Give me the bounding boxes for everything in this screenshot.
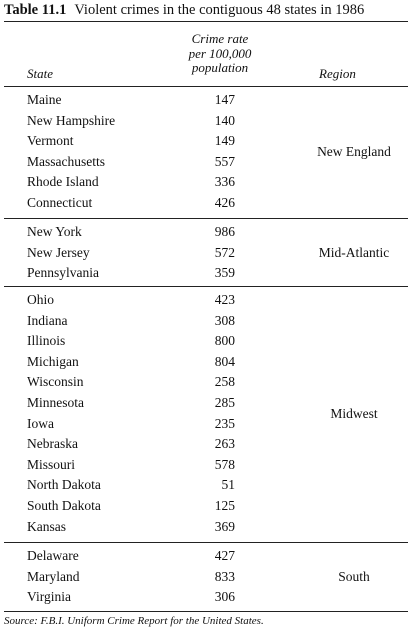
state-name-cell: Wisconsin bbox=[27, 374, 84, 390]
crime-rate-cell: 140 bbox=[214, 112, 235, 128]
table-row: Maine 147 bbox=[0, 92, 412, 113]
table-row: Connecticut 426 bbox=[0, 195, 412, 216]
crime-rate-cell: 125 bbox=[214, 498, 235, 513]
state-name-cell: New Hampshire bbox=[27, 112, 116, 128]
state-name-cell: Missouri bbox=[27, 456, 76, 472]
state-name-cell: Ohio bbox=[27, 292, 54, 307]
crime-rate-cell: 800 bbox=[214, 333, 235, 349]
state-name-cell: Vermont bbox=[27, 133, 74, 149]
state-name-cell: New Jersey bbox=[27, 244, 90, 260]
table-row: Massachusetts 557 bbox=[0, 154, 412, 175]
crime-rate-cell: 306 bbox=[214, 589, 235, 605]
table-row: Wisconsin 258 bbox=[0, 374, 412, 395]
state-name-cell: North Dakota bbox=[27, 477, 101, 493]
table-row: Illinois 800 bbox=[0, 333, 412, 354]
table-row: Ohio 423 bbox=[0, 292, 412, 313]
region-cell: South bbox=[338, 568, 370, 584]
table-row: Vermont 149 bbox=[0, 133, 412, 154]
table-row: Rhode Island 336 bbox=[0, 174, 412, 195]
table-title: Violent crimes in the contiguous 48 stat… bbox=[74, 2, 365, 18]
crime-rate-cell: 285 bbox=[214, 395, 235, 410]
crime-rate-cell: 423 bbox=[214, 292, 235, 307]
table-row: Maryland 833 bbox=[0, 569, 412, 590]
table-row: Iowa 235 bbox=[0, 416, 412, 437]
crime-rate-cell: 578 bbox=[214, 456, 235, 472]
table-row: Delaware 427 bbox=[0, 548, 412, 569]
table-row: Indiana 308 bbox=[0, 313, 412, 334]
crime-rate-cell: 426 bbox=[214, 195, 235, 210]
table-row: New York 986 bbox=[0, 224, 412, 245]
region-cell: New England bbox=[317, 143, 391, 159]
state-name-cell: Connecticut bbox=[27, 195, 93, 210]
table-row: Pennsylvania 359 bbox=[0, 265, 412, 286]
column-header-region: Region bbox=[319, 66, 356, 81]
state-name-cell: Rhode Island bbox=[27, 174, 99, 190]
crime-rate-cell: 572 bbox=[214, 244, 235, 260]
group-separator-rule bbox=[4, 542, 408, 543]
crime-rate-cell: 147 bbox=[214, 92, 235, 107]
column-header-state: State bbox=[27, 66, 53, 81]
table-row: Missouri 578 bbox=[0, 457, 412, 478]
crime-rate-cell: 986 bbox=[214, 224, 235, 239]
state-name-cell: Maryland bbox=[27, 568, 80, 584]
region-cell: Mid-Atlantic bbox=[318, 244, 390, 260]
table-row: Michigan 804 bbox=[0, 354, 412, 375]
crime-rate-cell: 258 bbox=[214, 374, 235, 390]
state-name-cell: Virginia bbox=[27, 589, 71, 605]
crime-rate-cell: 369 bbox=[214, 518, 235, 534]
state-name-cell: Pennsylvania bbox=[27, 265, 99, 281]
table-number: Table 11.1 bbox=[4, 2, 67, 18]
table-row: Kansas 369 bbox=[0, 519, 412, 540]
state-name-cell: New York bbox=[27, 224, 82, 239]
crime-rate-header-line-2: per 100,000 bbox=[188, 45, 252, 61]
source-note: Source: F.B.I. Uniform Crime Report for … bbox=[4, 615, 264, 627]
top-rule bbox=[4, 21, 408, 22]
crime-rate-cell: 235 bbox=[214, 415, 235, 431]
state-name-cell: Iowa bbox=[27, 415, 54, 431]
crime-rate-header-line-1: Crime rate bbox=[191, 31, 249, 46]
crime-rate-header-line-3: population bbox=[191, 60, 249, 75]
crime-rate-cell: 833 bbox=[214, 568, 235, 584]
table-row: New Hampshire 140 bbox=[0, 113, 412, 134]
region-cell: Midwest bbox=[330, 405, 378, 421]
crime-rate-cell: 308 bbox=[214, 312, 235, 328]
state-name-cell: Indiana bbox=[27, 312, 68, 328]
state-name-cell: Michigan bbox=[27, 353, 79, 369]
crime-rate-cell: 336 bbox=[214, 174, 235, 190]
crime-rate-cell: 359 bbox=[214, 265, 235, 281]
state-name-cell: Illinois bbox=[27, 333, 66, 349]
group-separator-rule bbox=[4, 218, 408, 219]
table-row: Nebraska 263 bbox=[0, 436, 412, 457]
table-row: North Dakota 51 bbox=[0, 477, 412, 498]
table-row: Minnesota 285 bbox=[0, 395, 412, 416]
state-name-cell: South Dakota bbox=[27, 498, 101, 513]
table-caption: Table 11.1 Violent crimes in the contiguo… bbox=[4, 2, 364, 19]
table-row: New Jersey 572 bbox=[0, 245, 412, 266]
group-separator-rule bbox=[4, 286, 408, 287]
crime-rate-cell: 427 bbox=[214, 548, 235, 563]
header-rule bbox=[4, 86, 408, 87]
state-name-cell: Minnesota bbox=[27, 395, 84, 410]
crime-rate-cell: 51 bbox=[221, 477, 236, 493]
state-name-cell: Delaware bbox=[27, 548, 79, 563]
state-name-cell: Maine bbox=[27, 92, 62, 107]
column-header-crime-rate: Crime rate per 100,000 population bbox=[180, 31, 260, 76]
state-name-cell: Massachusetts bbox=[27, 153, 105, 169]
crime-rate-cell: 557 bbox=[214, 153, 235, 169]
table-row: Virginia 306 bbox=[0, 589, 412, 610]
table-row: South Dakota 125 bbox=[0, 498, 412, 519]
crime-rate-cell: 804 bbox=[214, 353, 235, 369]
state-name-cell: Nebraska bbox=[27, 436, 78, 452]
bottom-rule bbox=[4, 611, 408, 612]
crime-rate-cell: 263 bbox=[214, 436, 235, 452]
state-name-cell: Kansas bbox=[27, 518, 66, 534]
crime-rate-cell: 149 bbox=[214, 133, 235, 149]
